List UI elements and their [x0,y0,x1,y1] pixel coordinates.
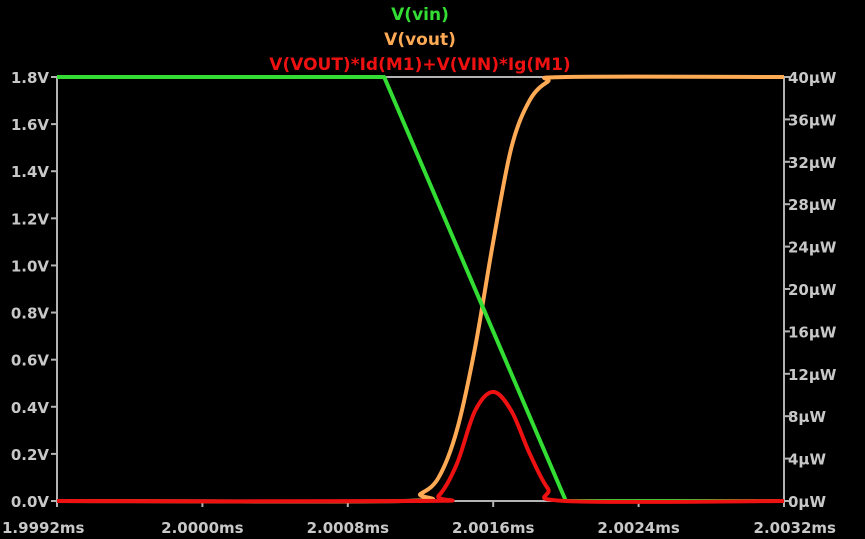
right-tick-label: 0µW [788,493,826,511]
x-tick-label: 2.0008ms [307,519,390,537]
right-tick-label: 32µW [788,154,837,172]
left-tick-label: 0.4V [11,399,50,417]
left-tick-label: 0.0V [11,493,50,511]
legend-power: V(VOUT)*Id(M1)+V(VIN)*Ig(M1) [269,55,570,75]
x-tick-label: 2.0016ms [452,519,535,537]
legend-vout: V(vout) [384,30,456,50]
left-tick-label: 0.2V [11,446,50,464]
x-axis-ticks: 1.9992ms 2.0000ms 2.0008ms 2.0016ms 2.0024ms… [2,501,836,537]
left-tick-label: 1.6V [11,116,50,134]
right-tick-label: 36µW [788,111,837,129]
right-tick-label: 8µW [788,408,826,426]
x-tick-label: 1.9992ms [2,519,85,537]
left-tick-label: 1.0V [11,257,50,275]
x-tick-label: 2.0032ms [754,519,837,537]
left-axis-ticks: 0.0V 0.2V 0.4V 0.6V 0.8V 1.0V 1.2V 1.4V 1.6V 1.8V [11,69,57,511]
series-power-line [56,389,785,504]
left-tick-label: 0.6V [11,352,50,370]
series-layer [56,74,785,504]
left-tick-label: 1.2V [11,210,50,228]
left-tick-label: 0.8V [11,305,50,323]
right-tick-label: 4µW [788,451,826,469]
left-tick-label: 1.4V [11,163,50,181]
right-axis-ticks: 0µW 4µW 8µW 12µW 16µW 20µW 24µW 28µW 32µW 36µW 40µ… [784,69,837,511]
x-tick-label: 2.0024ms [597,519,680,537]
right-tick-label: 24µW [788,239,837,257]
right-tick-label: 16µW [788,323,837,341]
right-tick-label: 12µW [788,366,837,384]
legend: V(vin) V(vout) V(VOUT)*Id(M1)+V(VIN)*Ig(… [269,5,570,75]
left-tick-label: 1.8V [11,69,50,87]
right-tick-label: 40µW [788,69,837,87]
legend-vin: V(vin) [391,5,449,25]
right-tick-label: 28µW [788,196,837,214]
x-tick-label: 2.0000ms [161,519,244,537]
right-tick-label: 20µW [788,281,837,299]
